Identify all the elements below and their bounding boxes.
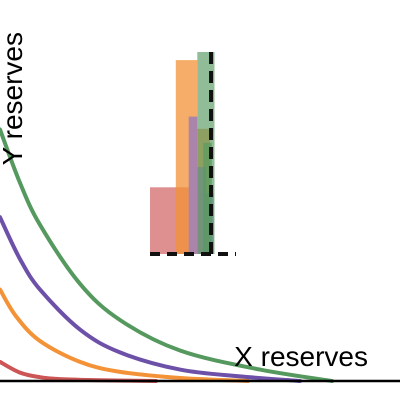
x-axis-title: X reserves [234,341,368,372]
hist-bar-series-4-2 [203,142,212,254]
curve-series-3 [0,215,302,383]
y-axis-title: Y reserves [0,32,28,165]
curve-series-2 [0,287,250,383]
curve-series-4 [0,127,334,383]
curve-series-1 [0,359,158,383]
inset-histogram [150,52,236,256]
hist-bar-series-3-1 [188,116,198,254]
